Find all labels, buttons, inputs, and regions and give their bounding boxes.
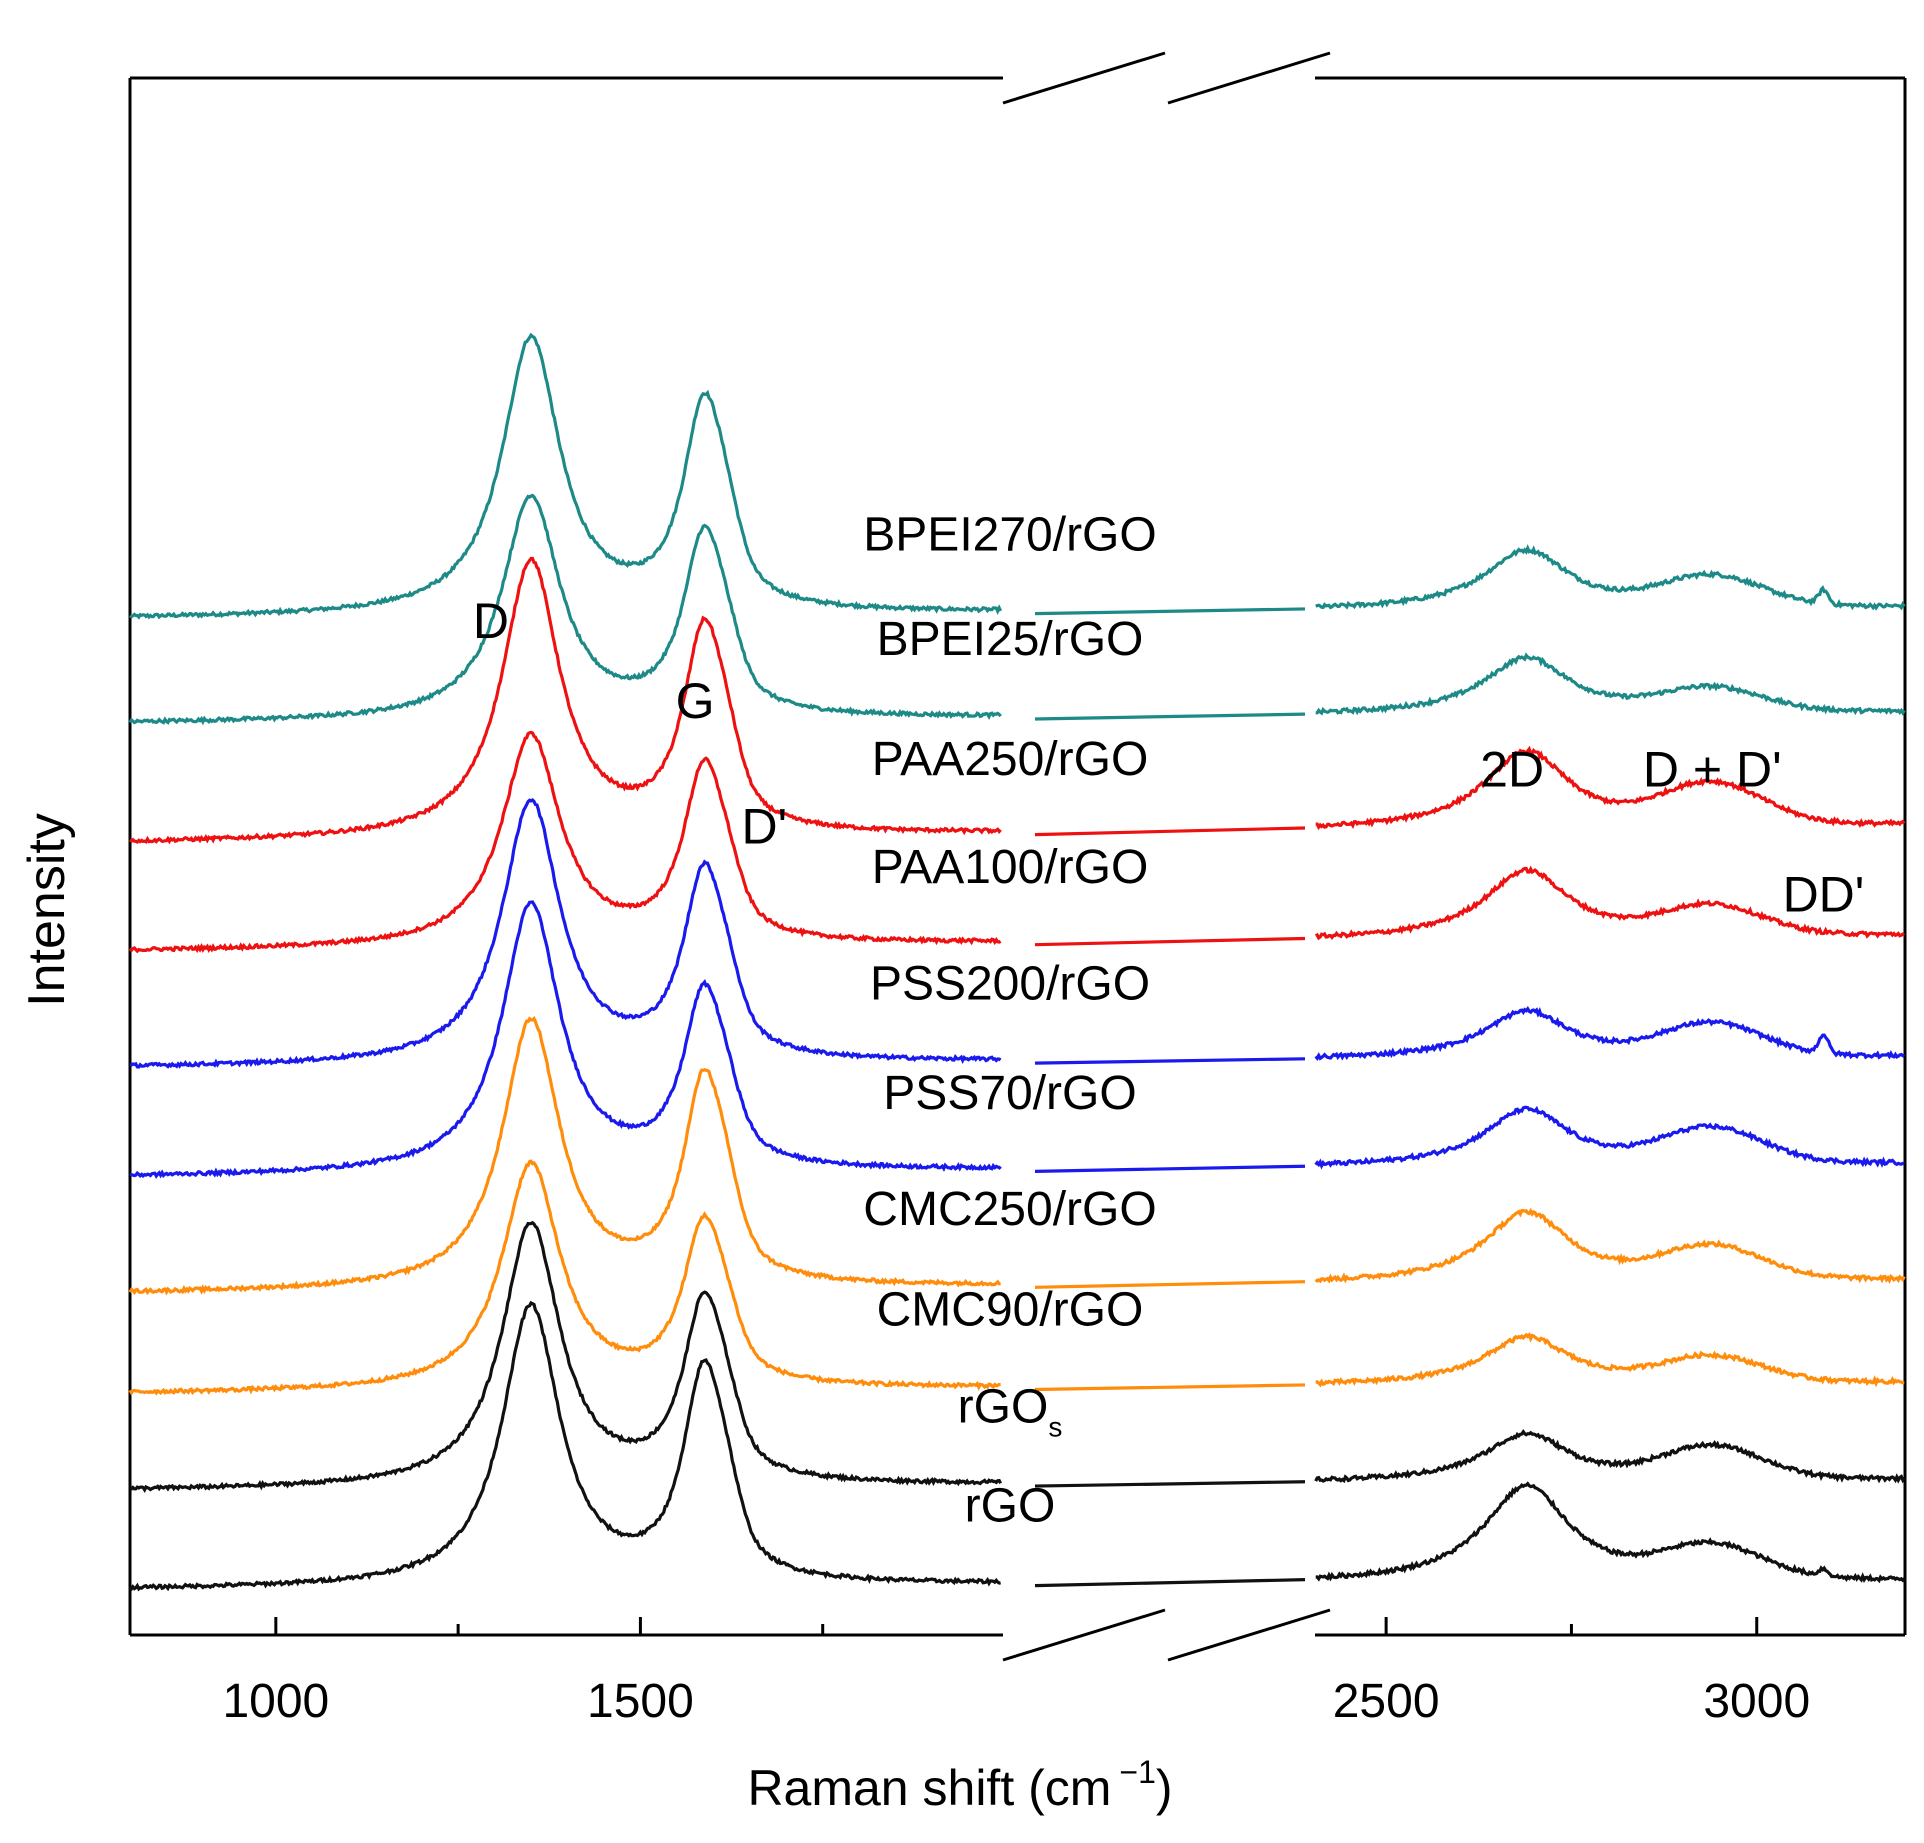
series-line-right [1314,1105,1905,1170]
x-axis-title: Raman shift (cm −1) [747,1754,1172,1816]
series-label-text: rGO [965,1480,1056,1533]
series-line-right [1314,1429,1906,1484]
series-line-right [1314,865,1905,941]
series-label: PSS200/rGO [870,957,1150,1010]
peak-label: G [676,673,715,729]
y-axis-title: Intensity [18,813,76,1007]
x-axis-title-main: Raman shift (cm [747,1760,1111,1816]
series-line-bridge [1034,826,1306,837]
series-line-right [1314,1005,1906,1062]
series-label: CMC90/rGO [877,1284,1144,1337]
series-line-left [128,1159,1001,1396]
series-label: PAA100/rGO [872,841,1149,894]
peak-labels: D G D' 2D D + D' DD' [473,593,1864,923]
series-line-left [129,556,1002,845]
peak-label: DD' [1783,867,1865,923]
series-label: PSS70/rGO [883,1067,1136,1120]
series-line-bridge [1034,936,1306,947]
x-axis-title-superscript: −1 [1119,1754,1155,1790]
series-line-right [1315,1332,1905,1388]
series-labels: BPEI270/rGO BPEI25/rGO PAA250/rGO PAA100/rG… [863,508,1156,1532]
series-label-text: PSS200/rGO [870,957,1150,1010]
series-line-right [1315,1481,1906,1584]
series-label-text: BPEI270/rGO [863,508,1156,561]
series-line-right [1315,544,1906,611]
x-tick-label: 2500 [1333,1675,1440,1728]
series-label-subscript: s [1048,1411,1062,1442]
peak-label: D' [742,798,788,854]
series-label-text: PAA100/rGO [872,841,1149,894]
series-line-left [128,493,1002,726]
series-line-left [128,730,1002,954]
break-gap [1008,108,1030,1605]
series-line-bridge [1034,712,1306,721]
series-line-left [129,332,1003,620]
axis-break-top [1002,51,1331,105]
axis-break-bottom [1002,1608,1331,1662]
series-line-right [1314,1207,1906,1284]
series-line-left [129,798,1002,1069]
series-label: CMC250/rGO [863,1183,1156,1236]
x-tick-label: 3000 [1703,1675,1810,1728]
series-label-text: rGO [958,1380,1049,1433]
series-label: PAA250/rGO [872,733,1149,786]
series-line-bridge [1034,1480,1306,1488]
series-line-left [129,900,1002,1179]
series-label: rGOs [958,1380,1063,1442]
series-label-text: CMC90/rGO [877,1284,1144,1337]
series-line-right [1315,745,1906,831]
series-line-bridge [1034,1164,1306,1173]
series-line-left [129,1300,1001,1592]
series-line-bridge [1034,1383,1306,1392]
series-line-left [129,1220,1003,1494]
series-label-text: CMC250/rGO [863,1183,1156,1236]
series-line-bridge [1034,607,1306,616]
series-line-bridge [1034,1578,1306,1588]
series-label-text: BPEI25/rGO [877,613,1144,666]
series-line-right [1315,652,1906,716]
peak-label: 2D [1480,741,1544,797]
x-tick-label: 1000 [222,1675,329,1728]
series-label: BPEI25/rGO [877,613,1144,666]
series-line-bridge [1034,1280,1306,1289]
peak-label: D [473,593,509,649]
x-tick-label: 1500 [587,1675,694,1728]
series-label-text: PAA250/rGO [872,733,1149,786]
x-ticks: 1000 1500 2500 3000 [222,1617,1810,1728]
chart-series [128,108,1906,1605]
series-line-bridge [1034,1057,1306,1065]
peak-label: D + D' [1643,741,1782,797]
series-label-text: PSS70/rGO [883,1067,1136,1120]
series-line-left [128,1016,1001,1296]
series-label: BPEI270/rGO [863,508,1156,561]
x-axis-title-close: ) [1156,1760,1173,1816]
series-label: rGO [965,1480,1056,1533]
